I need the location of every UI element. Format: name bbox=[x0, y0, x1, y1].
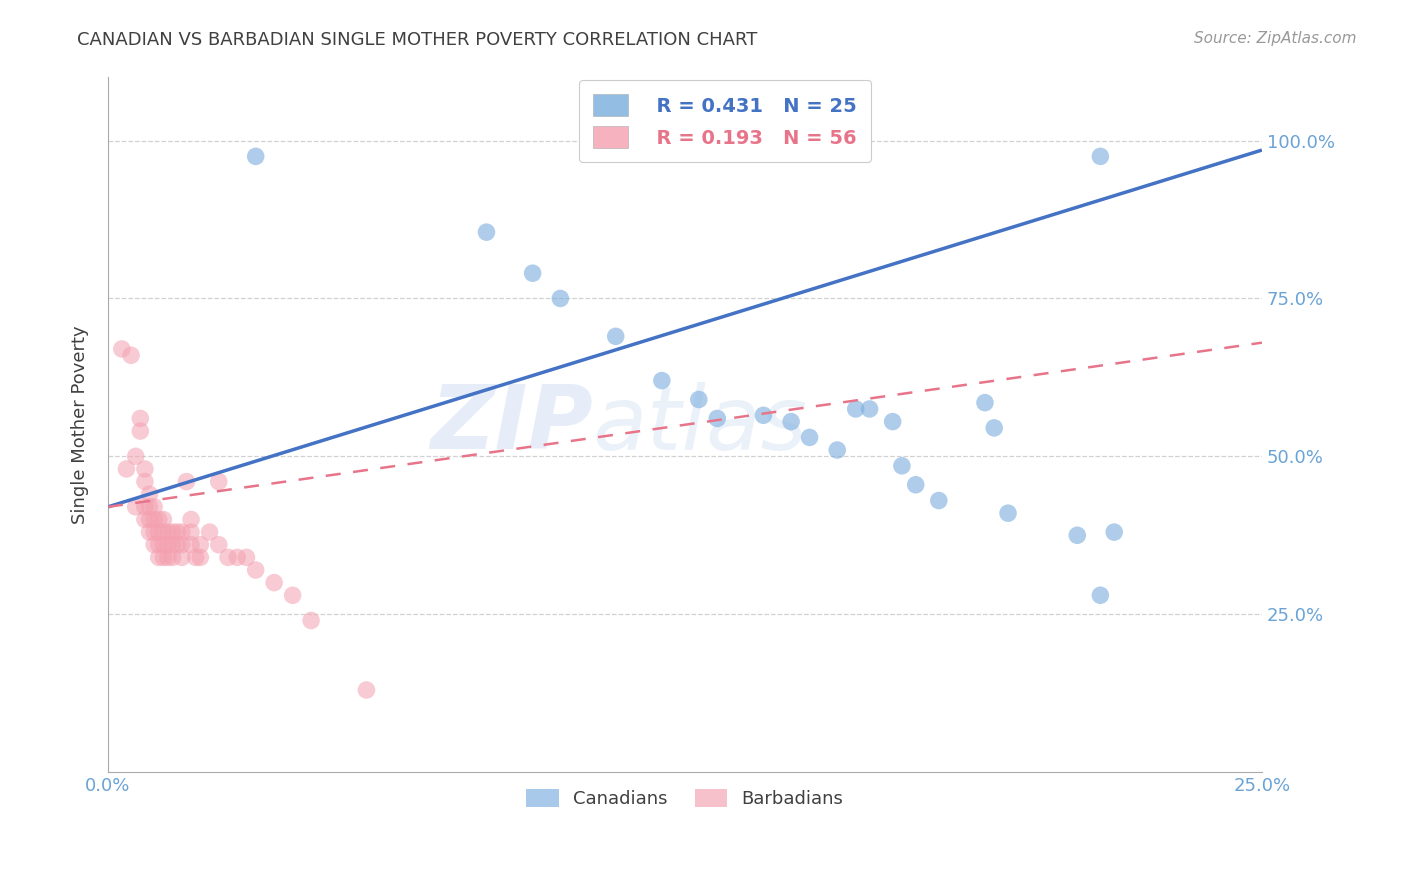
Point bbox=[780, 415, 803, 429]
Point bbox=[904, 477, 927, 491]
Point bbox=[111, 342, 134, 356]
Point bbox=[148, 512, 170, 526]
Point bbox=[180, 512, 202, 526]
Point bbox=[845, 401, 868, 416]
Point bbox=[129, 411, 152, 425]
Point bbox=[156, 550, 179, 565]
Point bbox=[138, 500, 160, 514]
Point bbox=[1090, 588, 1112, 602]
Point bbox=[180, 538, 202, 552]
Text: Source: ZipAtlas.com: Source: ZipAtlas.com bbox=[1194, 31, 1357, 46]
Point bbox=[138, 525, 160, 540]
Point bbox=[125, 500, 148, 514]
Point bbox=[152, 525, 174, 540]
Point bbox=[156, 525, 179, 540]
Point bbox=[605, 329, 627, 343]
Point bbox=[890, 458, 912, 473]
Point bbox=[120, 348, 142, 362]
Point bbox=[143, 500, 166, 514]
Point bbox=[134, 475, 156, 489]
Point bbox=[198, 525, 221, 540]
Point bbox=[356, 683, 378, 698]
Point bbox=[148, 525, 170, 540]
Point bbox=[263, 575, 285, 590]
Point bbox=[983, 421, 1005, 435]
Point bbox=[148, 538, 170, 552]
Point bbox=[1090, 149, 1112, 163]
Point bbox=[125, 450, 148, 464]
Text: ZIP: ZIP bbox=[430, 381, 593, 468]
Point bbox=[134, 462, 156, 476]
Point bbox=[208, 475, 231, 489]
Point bbox=[706, 411, 728, 425]
Point bbox=[115, 462, 138, 476]
Point bbox=[170, 538, 193, 552]
Point bbox=[651, 374, 673, 388]
Point bbox=[799, 430, 821, 444]
Point bbox=[974, 395, 997, 409]
Point bbox=[550, 292, 572, 306]
Point bbox=[226, 550, 249, 565]
Point bbox=[188, 550, 211, 565]
Point bbox=[170, 525, 193, 540]
Point bbox=[152, 512, 174, 526]
Point bbox=[170, 550, 193, 565]
Point bbox=[134, 500, 156, 514]
Point bbox=[143, 512, 166, 526]
Point bbox=[281, 588, 304, 602]
Point bbox=[162, 550, 184, 565]
Text: CANADIAN VS BARBADIAN SINGLE MOTHER POVERTY CORRELATION CHART: CANADIAN VS BARBADIAN SINGLE MOTHER POVE… bbox=[77, 31, 758, 49]
Point bbox=[152, 538, 174, 552]
Point bbox=[688, 392, 710, 407]
Point bbox=[245, 149, 267, 163]
Point bbox=[235, 550, 257, 565]
Point bbox=[858, 401, 880, 416]
Point bbox=[143, 525, 166, 540]
Y-axis label: Single Mother Poverty: Single Mother Poverty bbox=[72, 326, 89, 524]
Point bbox=[166, 538, 188, 552]
Point bbox=[138, 512, 160, 526]
Legend: Canadians, Barbadians: Canadians, Barbadians bbox=[519, 781, 851, 815]
Point bbox=[138, 487, 160, 501]
Point bbox=[162, 538, 184, 552]
Point bbox=[299, 614, 322, 628]
Point bbox=[143, 538, 166, 552]
Point bbox=[162, 525, 184, 540]
Point bbox=[475, 225, 498, 239]
Point bbox=[134, 512, 156, 526]
Point bbox=[152, 550, 174, 565]
Point bbox=[997, 506, 1019, 520]
Text: atlas: atlas bbox=[593, 382, 807, 467]
Point bbox=[129, 424, 152, 438]
Point bbox=[1102, 525, 1125, 540]
Point bbox=[825, 443, 848, 458]
Point bbox=[148, 550, 170, 565]
Point bbox=[245, 563, 267, 577]
Point bbox=[217, 550, 239, 565]
Point bbox=[180, 525, 202, 540]
Point bbox=[882, 415, 904, 429]
Point bbox=[184, 550, 207, 565]
Point bbox=[752, 409, 775, 423]
Point bbox=[522, 266, 544, 280]
Point bbox=[1066, 528, 1088, 542]
Point bbox=[928, 493, 950, 508]
Point bbox=[166, 525, 188, 540]
Point bbox=[156, 538, 179, 552]
Point bbox=[208, 538, 231, 552]
Point bbox=[176, 475, 198, 489]
Point bbox=[188, 538, 211, 552]
